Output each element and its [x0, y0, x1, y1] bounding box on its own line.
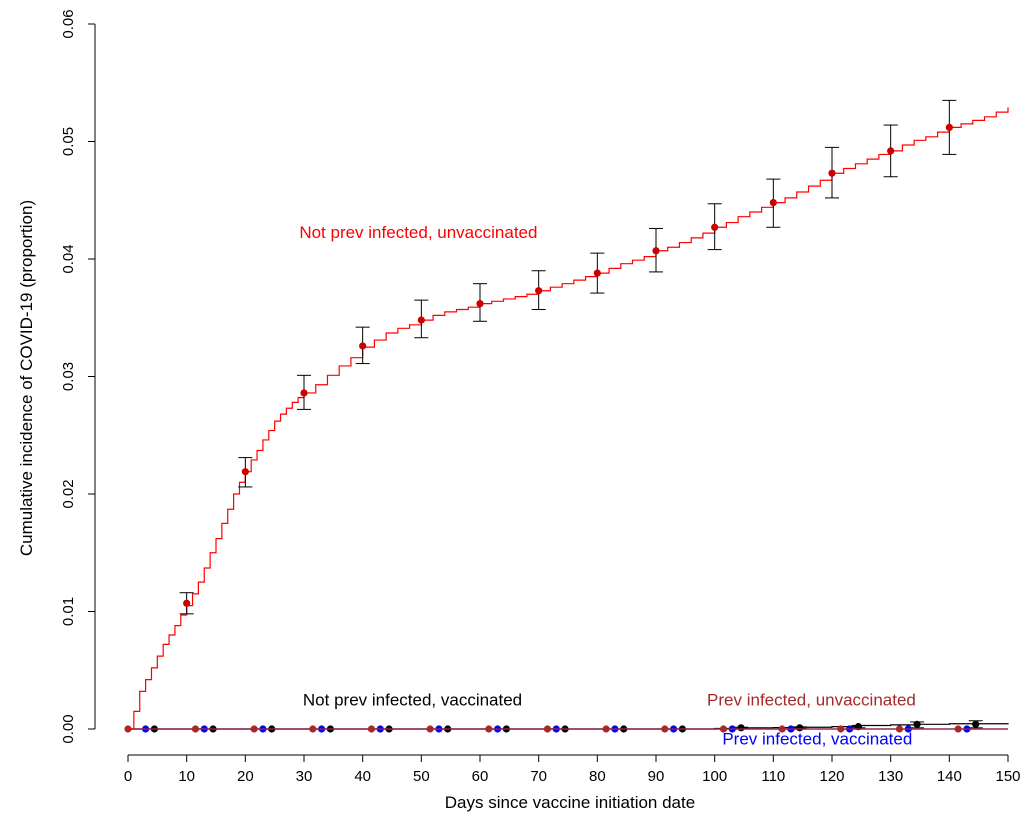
x-tick-label: 130	[878, 768, 903, 785]
y-tick-label: 0.00	[60, 714, 77, 743]
x-tick-label: 30	[296, 768, 313, 785]
data-point	[719, 725, 728, 733]
y-tick-label: 0.01	[60, 597, 77, 626]
series-label: Prev infected, unvaccinated	[707, 691, 916, 710]
data-point	[828, 169, 836, 177]
x-tick-label: 60	[472, 768, 489, 785]
data-point	[367, 725, 376, 733]
x-axis-label: Days since vaccine initiation date	[445, 793, 695, 812]
data-point	[778, 725, 786, 733]
data-point	[250, 725, 258, 733]
data-point	[417, 316, 425, 324]
series-label: Not prev infected, unvaccinated	[299, 223, 537, 242]
series-prev-infected-unvaccinated	[124, 725, 1008, 733]
data-point	[837, 725, 845, 733]
x-tick-label: 90	[648, 768, 665, 785]
data-point	[543, 725, 552, 733]
x-tick-label: 140	[937, 768, 962, 785]
data-point	[300, 389, 308, 397]
data-point	[191, 725, 200, 733]
data-point	[661, 725, 669, 733]
axes: 0 10 20 30 40 50 60 70 80 90 100 110 120 130 140 150 0.0…	[60, 9, 1021, 785]
x-tick-label: 10	[178, 768, 195, 785]
data-point	[895, 725, 904, 733]
x-tick-label: 20	[237, 768, 254, 785]
series-label: Not prev infected, vaccinated	[303, 691, 522, 710]
data-point	[954, 725, 962, 733]
data-point	[769, 199, 777, 207]
data-point	[602, 725, 610, 733]
data-point	[652, 247, 660, 255]
data-point	[241, 468, 249, 476]
x-tick-label: 50	[413, 768, 430, 785]
data-point	[972, 720, 980, 728]
data-point	[796, 724, 804, 732]
data-point	[309, 725, 317, 733]
data-point	[913, 720, 921, 728]
data-point	[183, 599, 191, 607]
data-point	[737, 724, 745, 732]
x-tick-label: 70	[530, 768, 547, 785]
data-point	[485, 725, 493, 733]
y-tick-label: 0.02	[60, 479, 77, 508]
y-axis-label: Cumulative incidence of COVID-19 (propor…	[17, 200, 36, 556]
x-tick-label: 80	[589, 768, 606, 785]
data-point	[593, 269, 601, 277]
y-tick-label: 0.05	[60, 127, 77, 156]
y-tick-label: 0.03	[60, 362, 77, 391]
annotation-layer: Not prev infected, unvaccinated Not prev …	[299, 223, 916, 748]
x-tick-label: 40	[354, 768, 371, 785]
curve-not-prev-infected-unvaccinated	[128, 107, 1009, 730]
x-tick-label: 100	[702, 768, 727, 785]
data-point	[711, 223, 719, 231]
series-layer	[124, 99, 1009, 733]
data-point	[887, 147, 895, 155]
data-point	[945, 123, 953, 131]
x-tick-label: 150	[995, 768, 1020, 785]
y-tick-label: 0.06	[60, 9, 77, 38]
x-tick-label: 110	[761, 768, 785, 785]
x-tick-label: 0	[124, 768, 132, 785]
series-label: Prev infected, vaccinated	[722, 729, 912, 748]
data-point	[359, 342, 367, 350]
data-point	[535, 287, 543, 295]
x-tick-label: 120	[819, 768, 844, 785]
data-point	[426, 725, 434, 733]
data-point	[476, 300, 484, 308]
y-tick-label: 0.04	[60, 244, 77, 273]
series-not-prev-infected-unvaccinated	[128, 99, 1009, 730]
